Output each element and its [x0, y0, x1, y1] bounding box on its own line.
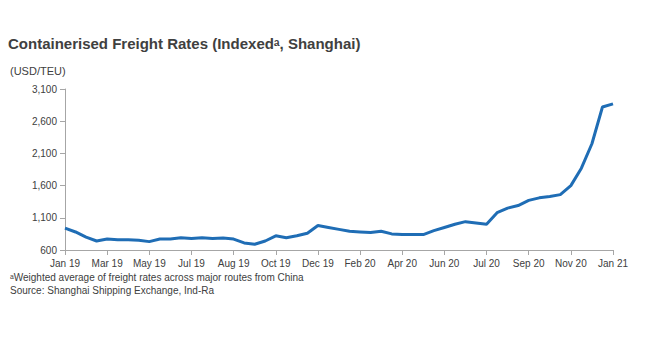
svg-text:Aug 19: Aug 19	[218, 258, 250, 269]
svg-text:(USD/TEU): (USD/TEU)	[10, 65, 66, 77]
svg-text:Source: Shanghai Shipping Exch: Source: Shanghai Shipping Exchange, Ind-…	[10, 285, 214, 296]
svg-text:Jul 19: Jul 19	[178, 258, 205, 269]
svg-text:Jan 21: Jan 21	[598, 258, 628, 269]
svg-text:May 19: May 19	[133, 258, 166, 269]
svg-text:Jun 20: Jun 20	[429, 258, 459, 269]
svg-text:1,100: 1,100	[32, 212, 57, 223]
svg-text:Nov 20: Nov 20	[555, 258, 587, 269]
svg-text:Jul 20: Jul 20	[473, 258, 500, 269]
svg-text:Mar 19: Mar 19	[92, 258, 124, 269]
svg-text:Sep 20: Sep 20	[513, 258, 545, 269]
svg-text:600: 600	[40, 245, 57, 256]
svg-text:Apr 20: Apr 20	[387, 258, 417, 269]
svg-text:Jan 19: Jan 19	[50, 258, 80, 269]
svg-text:Feb 20: Feb 20	[345, 258, 377, 269]
svg-text:1,600: 1,600	[32, 180, 57, 191]
svg-text:Dec 19: Dec 19	[302, 258, 334, 269]
svg-text:ᵃWeighted average of freight r: ᵃWeighted average of freight rates acros…	[10, 272, 304, 283]
svg-text:3,100: 3,100	[32, 84, 57, 95]
svg-text:2,100: 2,100	[32, 148, 57, 159]
svg-text:Containerised Freight Rates (I: Containerised Freight Rates (Indexedᵃ, S…	[8, 35, 360, 52]
svg-text:Oct 19: Oct 19	[261, 258, 291, 269]
svg-text:2,600: 2,600	[32, 116, 57, 127]
